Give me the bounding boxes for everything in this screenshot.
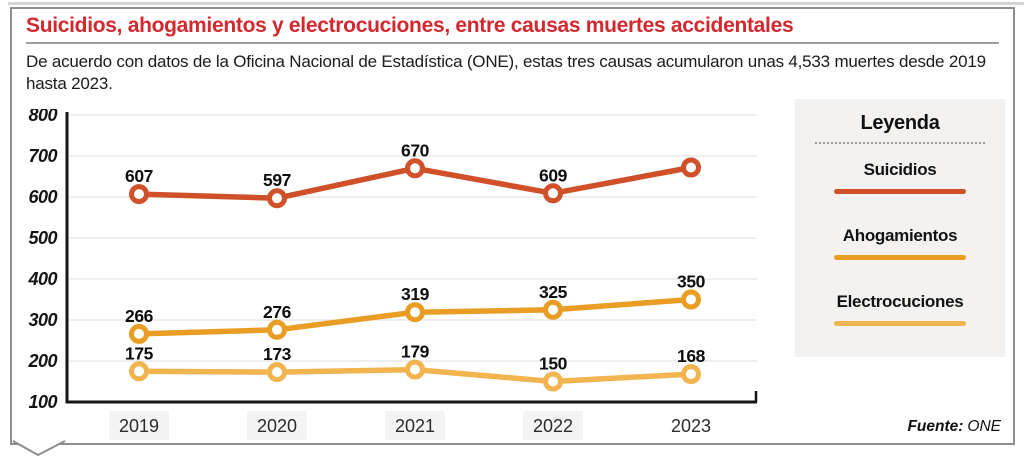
- data-point-marker: [405, 302, 425, 323]
- legend-line-icon: [834, 321, 966, 326]
- x-axis-tick-label: 2020: [257, 416, 297, 436]
- legend-item-label: Ahogamientos: [842, 226, 958, 245]
- y-axis-tick-label: 400: [27, 269, 57, 289]
- data-point-marker: [405, 359, 425, 380]
- chart-area: 100 200 300 400 500 600 700 800 2019 2020 2021 2022…: [20, 105, 780, 454]
- legend-title: Leyenda: [860, 112, 940, 134]
- data-point-marker: [681, 157, 701, 178]
- data-point-label: 350: [677, 272, 706, 292]
- data-point-label: 325: [539, 282, 568, 302]
- legend: Leyenda Suicidios Ahogamientos Electrocu…: [795, 99, 1005, 357]
- legend-item-suicidios: Suicidios: [795, 160, 1005, 194]
- y-axis-tick-label: 800: [28, 109, 57, 125]
- x-axis-tick-label: 2022: [533, 416, 573, 436]
- y-axis-tick-label: 700: [28, 146, 57, 166]
- data-point-marker: [543, 183, 563, 204]
- data-point-label: 168: [677, 346, 706, 366]
- source-label: Fuente:: [907, 418, 964, 435]
- line-chart: 100 200 300 400 500 600 700 800 2019 2020 2021 2022…: [27, 105, 758, 440]
- source-value: ONE: [967, 418, 1001, 435]
- data-point-marker: [129, 361, 149, 382]
- data-point-label: 607: [125, 166, 153, 186]
- data-point-label: 670: [401, 140, 430, 160]
- data-point-marker: [681, 289, 701, 310]
- data-point-marker: [543, 371, 563, 392]
- y-axis-tick-label: 500: [28, 228, 57, 248]
- legend-divider: [815, 142, 985, 144]
- card-header: Suicidios, ahogamientos y electrocucione…: [12, 9, 1013, 44]
- x-tick-chip: [247, 411, 307, 440]
- data-point-label: 175: [125, 343, 154, 363]
- data-point-label: 179: [401, 342, 430, 362]
- data-point-label: 319: [401, 284, 430, 304]
- data-point-label: 173: [263, 344, 292, 364]
- data-point-marker: [267, 362, 287, 383]
- x-tick-chip: [109, 411, 169, 440]
- data-point-marker: [129, 323, 149, 344]
- x-axis-tick-label: 2019: [119, 416, 159, 436]
- legend-line-icon: [834, 255, 966, 260]
- infographic-card: Suicidios, ahogamientos y electrocucione…: [10, 7, 1015, 457]
- legend-item-electrocuciones: Electrocuciones: [795, 292, 1005, 326]
- speech-tail-icon: [12, 440, 66, 457]
- x-tick-chip: [385, 411, 445, 440]
- y-axis-tick-label: 600: [28, 187, 57, 207]
- title-underline: [26, 42, 999, 44]
- chart-title: Suicidios, ahogamientos y electrocucione…: [26, 14, 794, 37]
- data-point-label: 609: [539, 165, 568, 185]
- data-point-marker: [543, 299, 563, 320]
- legend-item-label: Electrocuciones: [836, 292, 964, 311]
- data-point-label: 266: [125, 306, 154, 326]
- chart-subtitle: De acuerdo con datos de la Oficina Nacio…: [26, 52, 986, 94]
- data-point-marker: [129, 184, 149, 205]
- x-axis-tick-label: 2023: [671, 416, 711, 436]
- legend-item-ahogamientos: Ahogamientos: [795, 226, 1005, 260]
- legend-line-icon: [834, 189, 966, 194]
- x-tick-chip: [523, 411, 583, 440]
- data-point-label: 597: [263, 170, 291, 190]
- source-note: Fuente: ONE: [907, 418, 1001, 436]
- y-axis-tick-label: 200: [27, 351, 57, 371]
- x-axis-tick-label: 2021: [395, 416, 435, 436]
- y-axis-tick-label: 100: [28, 392, 57, 412]
- data-point-marker: [405, 158, 425, 179]
- data-point-marker: [681, 364, 701, 385]
- data-point-marker: [267, 188, 287, 209]
- y-axis-tick-label: 300: [28, 310, 57, 330]
- data-point-marker: [267, 319, 287, 340]
- legend-item-label: Suicidios: [863, 160, 937, 179]
- data-point-label: 276: [263, 302, 292, 322]
- top-divider-strip: [8, 2, 1024, 5]
- data-point-label: 150: [539, 354, 568, 374]
